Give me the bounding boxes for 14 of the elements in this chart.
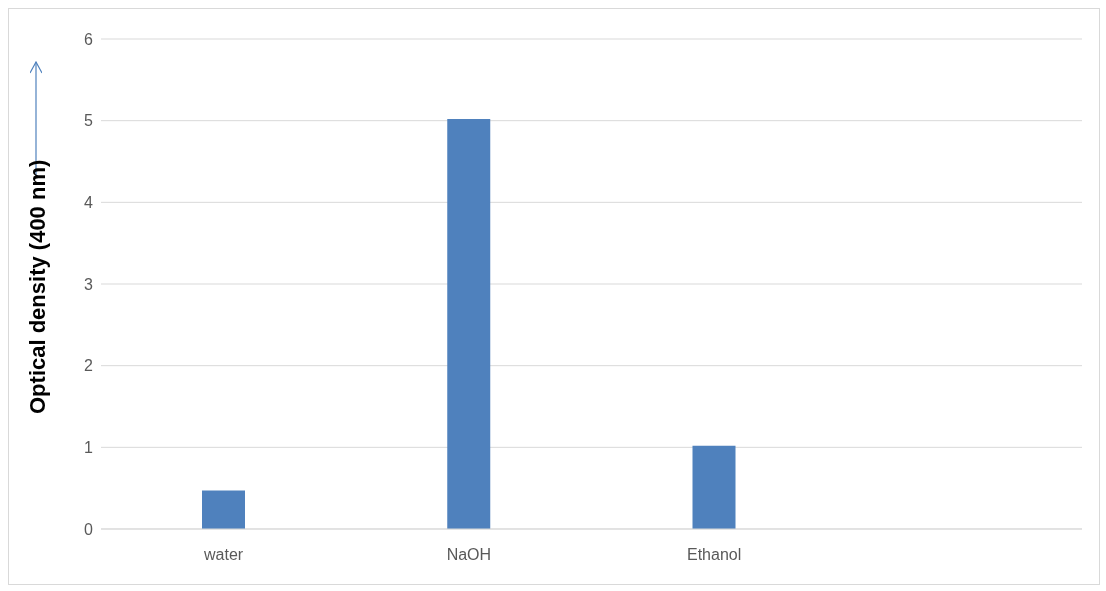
bar [692,445,736,529]
y-tick-label: 2 [84,357,94,375]
y-tick-label: 3 [84,275,94,293]
bar [447,119,491,529]
y-tick-label: 5 [84,112,94,130]
y-tick-label: 6 [84,30,94,48]
y-tick-label: 4 [84,194,94,212]
y-axis-title: Optical density (400 nm) [24,159,50,414]
x-tick-label: water [203,546,244,564]
y-tick-label: 0 [84,520,94,538]
bar [202,490,245,529]
y-tick-label: 1 [84,439,94,457]
x-tick-label: Ethanol [686,546,742,564]
x-tick-label: NaOH [446,546,492,564]
